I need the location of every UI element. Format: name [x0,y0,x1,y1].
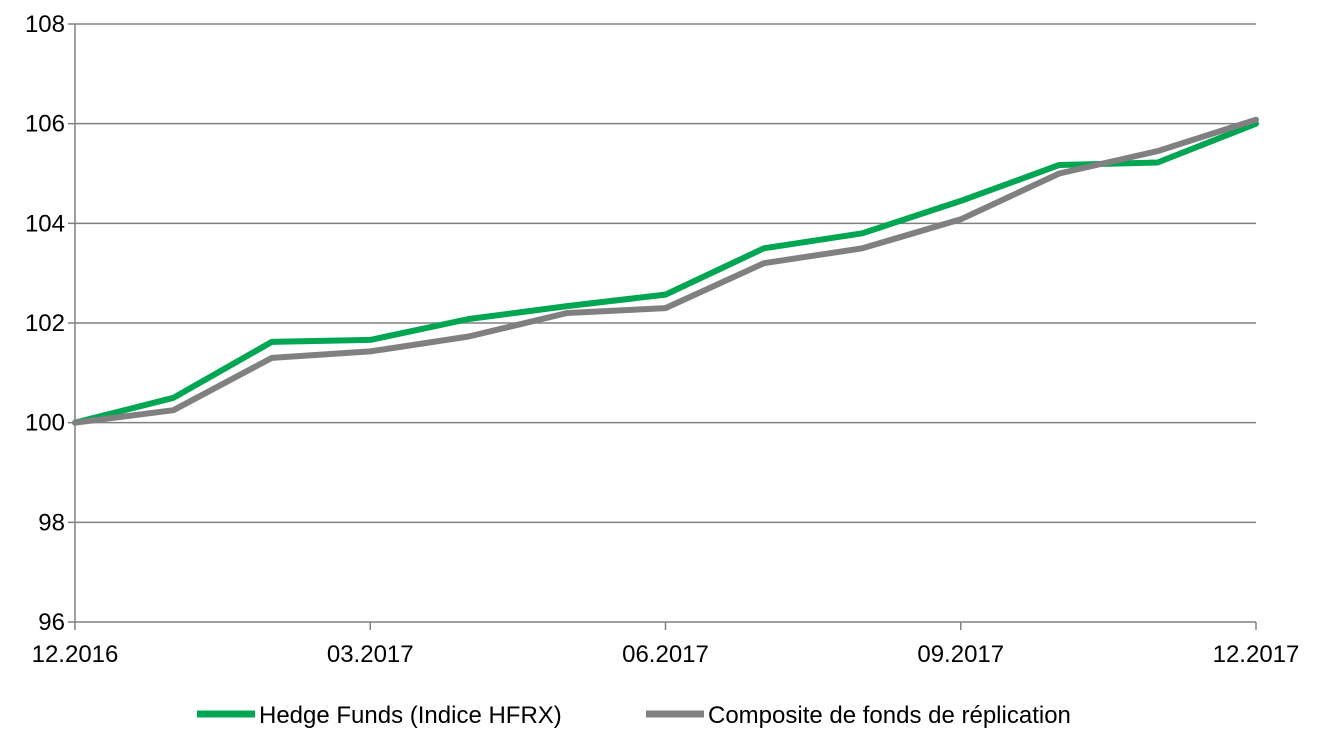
legend-label: Composite de fonds de réplication [708,702,1071,729]
x-tick-label: 09.2017 [917,641,1004,668]
series-line-hedge-funds [72,120,1259,426]
y-tick-label: 108 [25,11,65,38]
x-tick-label: 12.2017 [1213,641,1300,668]
y-tick-label: 100 [25,410,65,437]
y-tick-label: 96 [38,609,65,636]
y-tick-label: 106 [25,111,65,138]
y-tick-label: 104 [25,210,65,237]
legend-label: Hedge Funds (Indice HFRX) [259,702,562,729]
series-line-composite [72,116,1259,426]
y-tick-label: 98 [38,509,65,536]
x-tick-label: 12.2016 [32,641,119,668]
x-tick-label: 03.2017 [327,641,414,668]
x-tick-label: 06.2017 [622,641,709,668]
y-tick-label: 102 [25,310,65,337]
